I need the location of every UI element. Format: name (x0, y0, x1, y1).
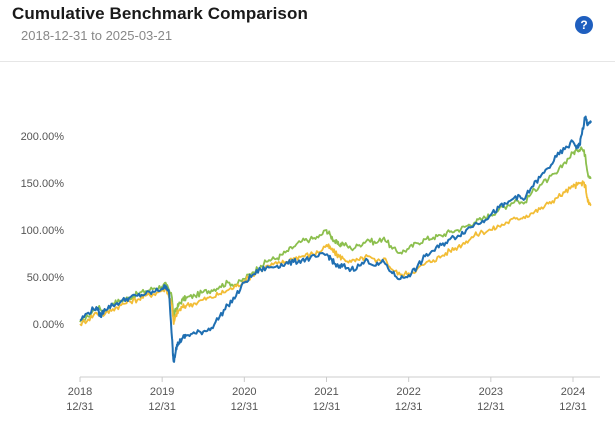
chart-header: Cumulative Benchmark Comparison 2018-12-… (0, 0, 615, 62)
y-tick-label: 150.00% (21, 178, 65, 190)
y-tick-label: 50.00% (27, 272, 65, 284)
x-tick-label: 2020 12/31 (231, 386, 259, 413)
x-tick-label: 2019 12/31 (148, 386, 176, 413)
x-tick-label: 2024 12/31 (559, 386, 587, 413)
series-line-0 (79, 146, 592, 323)
question-circle-icon[interactable]: ? (575, 16, 593, 34)
y-tick-label: 200.00% (21, 131, 65, 143)
x-tick-label: 2022 12/31 (395, 386, 423, 413)
chart-tick-labels: 2018 12/31 2019 12/31 2020 12/31 2021 12/31 2022… (21, 131, 587, 413)
chart-title: Cumulative Benchmark Comparison (12, 4, 308, 23)
x-tick-label: 2023 12/31 (477, 386, 505, 413)
chart-axes (79, 376, 600, 382)
y-tick-label: 100.00% (21, 225, 65, 237)
series-line-2 (79, 115, 593, 363)
chart-series (79, 115, 593, 363)
date-range-subtitle: 2018-12-31 to 2025-03-21 (21, 28, 173, 43)
x-tick-label: 2018 12/31 (66, 386, 94, 413)
y-tick-label: 0.00% (33, 319, 64, 331)
x-tick-label: 2021 12/31 (313, 386, 341, 413)
series-line-1 (79, 180, 592, 327)
line-chart: 2018 12/31 2019 12/31 2020 12/31 2021 12/31 2022… (21, 115, 600, 413)
